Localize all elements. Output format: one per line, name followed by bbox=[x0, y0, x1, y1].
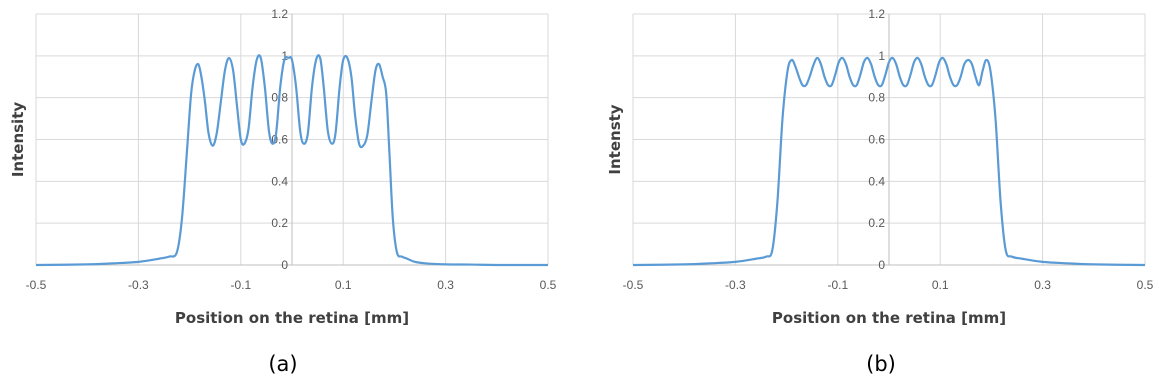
y-tick-label: 1.2 bbox=[271, 7, 288, 21]
chart-panel-a: 0 0.2 0.4 0.6 0.8 1 1.2 -0.5 -0.3 -0.1 0.1 0.3 0.5 Po… bbox=[0, 0, 560, 376]
y-tick-label: 0.4 bbox=[868, 174, 885, 188]
chart-caption-a: (a) bbox=[268, 352, 298, 376]
y-tick-label: 1 bbox=[281, 49, 288, 63]
y-tick-label: 0.2 bbox=[868, 216, 885, 230]
y-tick-label: 0 bbox=[281, 258, 288, 272]
chart-a: 00.20.40.60.811.2-0.5 -0.3 -0.1 0.1 0.3 0.5Po… bbox=[9, 7, 557, 327]
y-tick-label: 0.4 bbox=[271, 174, 288, 188]
y-axis-title: Intensity bbox=[9, 102, 27, 178]
x-tick-label: 0.1 bbox=[932, 278, 949, 292]
x-tick-label: 0.3 bbox=[1034, 278, 1051, 292]
x-tick-label: -0.3 bbox=[725, 278, 746, 292]
x-tick-label: -0.3 bbox=[128, 278, 149, 292]
y-axis-title: Intensty bbox=[606, 104, 624, 174]
y-tick-label: 0.6 bbox=[868, 133, 885, 147]
y-tick-label: 0.2 bbox=[271, 216, 288, 230]
y-tick-label: 1 bbox=[878, 49, 885, 63]
x-tick-label: -0.1 bbox=[827, 278, 848, 292]
y-tick-label: 1.2 bbox=[868, 7, 885, 21]
x-tick-label: -0.1 bbox=[230, 278, 251, 292]
x-tick-label: -0.5 bbox=[26, 278, 47, 292]
x-tick-label: 0.5 bbox=[540, 278, 557, 292]
y-tick-label: 0 bbox=[878, 258, 885, 272]
x-tick-label: -0.5 bbox=[623, 278, 644, 292]
x-axis-title: Position on the retina [mm] bbox=[175, 309, 409, 327]
x-tick-label: 0.1 bbox=[335, 278, 352, 292]
series-line bbox=[632, 56, 1146, 267]
y-tick-label: 0.8 bbox=[868, 91, 885, 105]
x-tick-label: 0.3 bbox=[437, 278, 454, 292]
chart-b: 0 0.2 0.4 0.6 0.8 1 1.2 -0.5 -0.3 -0.1 0.1 0.3 0.5 Po… bbox=[606, 7, 1154, 327]
chart-panel-b: 0 0.2 0.4 0.6 0.8 1 1.2 -0.5 -0.3 -0.1 0.1 0.3 0.5 Po… bbox=[597, 0, 1157, 376]
x-axis-title: Position on the retina [mm] bbox=[772, 309, 1006, 327]
x-tick-label: 0.5 bbox=[1137, 278, 1154, 292]
series-line bbox=[35, 54, 549, 267]
chart-caption-b: (b) bbox=[866, 352, 896, 376]
